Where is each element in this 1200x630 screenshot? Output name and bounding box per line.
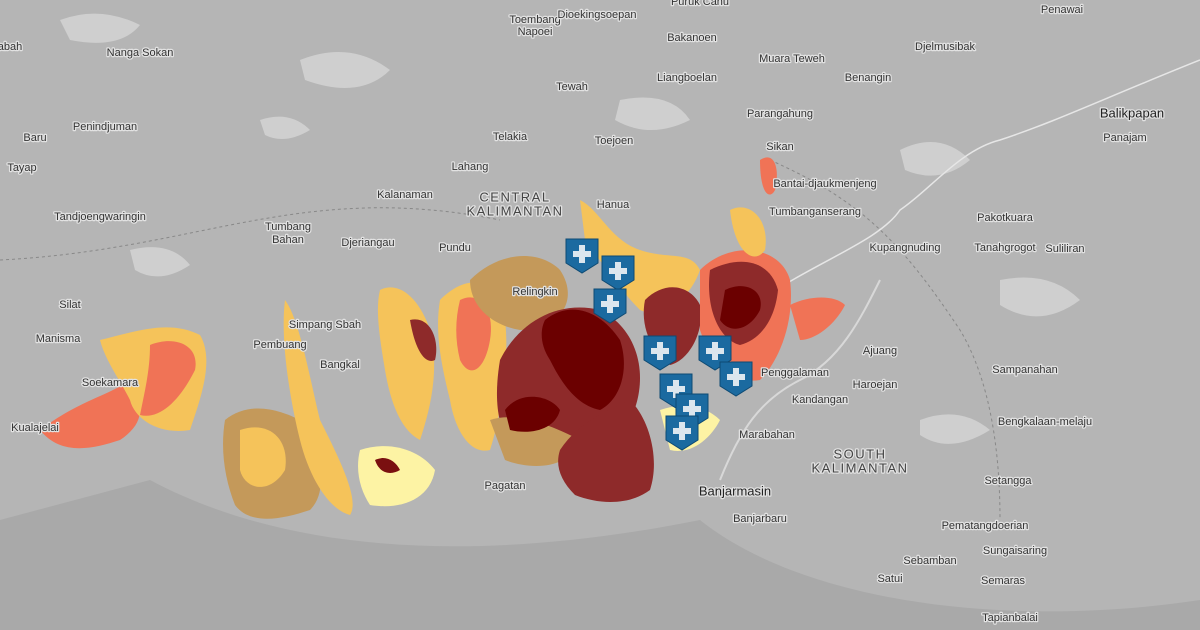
place-label: Tumbang xyxy=(265,221,311,233)
place-label: Kualajelai xyxy=(11,422,59,434)
place-label: Haroejan xyxy=(853,379,898,391)
marker-icon xyxy=(727,368,745,386)
place-label: Banjarbaru xyxy=(733,513,787,525)
place-label: Tewah xyxy=(556,81,588,93)
marker-icon xyxy=(573,245,591,263)
marker-icon xyxy=(601,295,619,313)
place-label: Banjarmasin xyxy=(699,483,771,498)
region-label: SOUTH xyxy=(834,446,887,461)
place-label: Pagatan xyxy=(485,480,526,492)
place-label: Silat xyxy=(59,299,80,311)
place-label: Kupangnuding xyxy=(870,242,941,254)
place-label: Tandjoengwaringin xyxy=(54,211,146,223)
place-label: Simpang Sbah xyxy=(289,319,361,331)
marker[interactable] xyxy=(565,238,599,274)
place-label: Balikpapan xyxy=(1100,105,1164,120)
region-label: CENTRAL xyxy=(479,189,550,204)
place-label: Tumbanganserang xyxy=(769,206,861,218)
place-label: Sungaisaring xyxy=(983,545,1047,557)
place-label: Nanga Sokan xyxy=(107,47,174,59)
marker-icon xyxy=(651,342,669,360)
place-label: Benangin xyxy=(845,72,892,84)
place-label: Soekamara xyxy=(82,377,139,389)
marker-icon xyxy=(609,262,627,280)
place-label: Pematangdoerian xyxy=(942,520,1029,532)
place-label: Puruk Cahu xyxy=(671,0,729,8)
place-label: Kandangan xyxy=(792,394,848,406)
place-label: Liangboelan xyxy=(657,72,717,84)
place-label: Toejoen xyxy=(595,135,634,147)
place-label: Napoei xyxy=(518,26,553,38)
place-label: Semaras xyxy=(981,575,1026,587)
place-label: Pembuang xyxy=(253,339,306,351)
place-label: Bantai-djaukmenjeng xyxy=(773,178,876,190)
marker-icon xyxy=(683,400,701,418)
place-label: Penawai xyxy=(1041,4,1083,16)
place-label: Tayap xyxy=(7,162,36,174)
place-label: Sampanahan xyxy=(992,364,1057,376)
place-label: Penindjuman xyxy=(73,121,137,133)
place-label: Marabahan xyxy=(739,429,795,441)
place-label: Ajuang xyxy=(863,345,897,357)
place-label: Bahan xyxy=(272,234,304,246)
region-label: KALIMANTAN xyxy=(466,203,563,218)
marker[interactable] xyxy=(665,415,699,451)
place-label: Suliliran xyxy=(1045,243,1084,255)
place-label: Bakanoen xyxy=(667,32,717,44)
place-label: Baru xyxy=(23,132,46,144)
region-label: KALIMANTAN xyxy=(811,460,908,475)
place-label: Sebamban xyxy=(903,555,956,567)
marker-icon xyxy=(673,422,691,440)
place-label: Relingkin xyxy=(512,286,557,298)
burn-areas xyxy=(40,157,845,519)
place-label: Dioekingsoepan xyxy=(558,9,637,21)
place-label: Toembang xyxy=(509,14,560,26)
marker[interactable] xyxy=(593,288,627,324)
place-label: Djeriangau xyxy=(341,237,394,249)
marker[interactable] xyxy=(643,335,677,371)
place-label: Kalanaman xyxy=(377,189,433,201)
place-label: Muara Teweh xyxy=(759,53,825,65)
marker-icon xyxy=(667,380,685,398)
marker-icon xyxy=(706,342,724,360)
place-label: abah xyxy=(0,41,22,53)
place-label: Penggalaman xyxy=(761,367,829,379)
place-label: Satui xyxy=(877,573,902,585)
marker[interactable] xyxy=(601,255,635,291)
marker[interactable] xyxy=(719,361,753,397)
place-label: Telakia xyxy=(493,131,528,143)
place-label: Pakotkuara xyxy=(977,212,1034,224)
place-label: Pundu xyxy=(439,242,471,254)
place-label: Djelmusibak xyxy=(915,41,975,53)
place-label: Hanua xyxy=(597,199,630,211)
place-label: Tanahgrogot xyxy=(974,242,1035,254)
place-label: Setangga xyxy=(984,475,1032,487)
place-label: Manisma xyxy=(36,333,82,345)
place-label: Lahang xyxy=(452,161,489,173)
markers xyxy=(565,238,753,451)
place-label: Panajam xyxy=(1103,132,1146,144)
place-label: Bangkal xyxy=(320,359,360,371)
place-label: Tapianbalai xyxy=(982,612,1038,624)
place-label: Bengkalaan-melaju xyxy=(998,416,1092,428)
place-label: Sikan xyxy=(766,141,794,153)
place-label: Parangahung xyxy=(747,108,813,120)
